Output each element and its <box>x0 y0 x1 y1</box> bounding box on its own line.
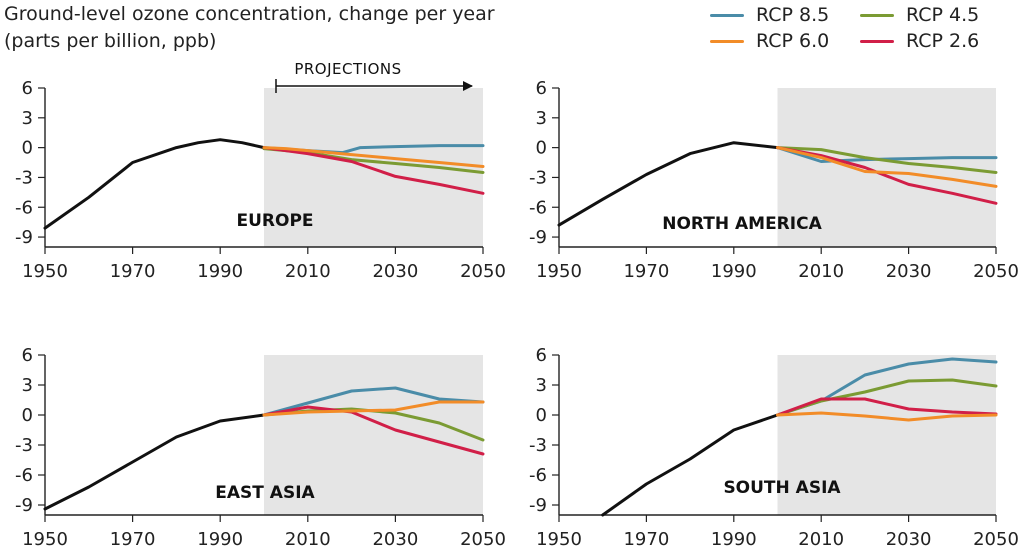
y-tick-label: 6 <box>22 78 33 99</box>
legend-item-rcp60: RCP 6.0 <box>710 29 829 53</box>
x-tick-label: 1950 <box>22 261 68 282</box>
x-tick-label: 1970 <box>623 529 669 550</box>
x-tick-label: 1950 <box>22 529 68 550</box>
x-tick-label: 2010 <box>285 529 331 550</box>
historical-line <box>43 138 266 230</box>
panel-south-asia: 6 3 0 -3 -6 -9 1950 1970 1990 2010 2030 2050 SOUTH A… <box>529 345 1019 550</box>
series-line-rcp60 <box>262 400 485 417</box>
x-tick-label: 2030 <box>886 529 932 550</box>
legend-label-rcp26: RCP 2.6 <box>906 30 980 52</box>
y-tick-label: -6 <box>529 465 547 486</box>
series-line-rcp60 <box>262 146 485 168</box>
legend-label-rcp60: RCP 6.0 <box>756 30 830 52</box>
series-line-rcp60 <box>776 411 998 422</box>
historical-line <box>557 141 779 227</box>
x-tick-label: 1970 <box>110 529 156 550</box>
legend-item-rcp45: RCP 4.5 <box>860 3 979 27</box>
legend-swatch-rcp45 <box>860 13 894 17</box>
panel-east-asia: 6 3 0 -3 -6 -9 1950 1970 1990 2010 2030 2050 EAST AS… <box>15 345 506 550</box>
x-tick-label: 2050 <box>973 261 1019 282</box>
x-tick-label: 2010 <box>798 529 844 550</box>
x-tick-label: 2050 <box>460 529 506 550</box>
series-line-rcp26 <box>776 146 998 205</box>
y-tick-label: -6 <box>15 465 33 486</box>
region-label: EUROPE <box>236 211 313 231</box>
y-tick-label: 6 <box>536 345 547 366</box>
y-tick-label: -6 <box>529 197 547 218</box>
projection-shading <box>264 355 483 515</box>
series-line-rcp45 <box>776 378 998 417</box>
x-tick-label: 1950 <box>536 261 582 282</box>
x-tick-label: 2010 <box>798 261 844 282</box>
x-tick-label: 1990 <box>711 261 757 282</box>
series-line-rcp85 <box>776 146 998 163</box>
series-line-rcp45 <box>776 146 998 174</box>
x-tick-label: 1990 <box>197 261 243 282</box>
x-tick-label: 1970 <box>623 261 669 282</box>
series-line-rcp60 <box>776 146 998 188</box>
y-tick-label: 0 <box>536 138 547 159</box>
y-tick-label: 3 <box>22 375 33 396</box>
x-tick-label: 1990 <box>711 529 757 550</box>
y-tick-label: -9 <box>15 227 33 248</box>
y-tick-label: -3 <box>529 167 547 188</box>
y-tick-label: -3 <box>529 435 547 456</box>
series-line-rcp85 <box>262 386 485 417</box>
y-tick-label: 3 <box>536 375 547 396</box>
y-tick-label: 6 <box>536 78 547 99</box>
legend-label-rcp85: RCP 8.5 <box>756 4 830 26</box>
x-tick-label: 2030 <box>372 261 418 282</box>
y-tick-label: -3 <box>15 167 33 188</box>
chart-title-line-2: (parts per billion, ppb) <box>4 30 217 52</box>
legend-item-rcp26: RCP 2.6 <box>860 29 979 53</box>
y-tick-label: 0 <box>22 138 33 159</box>
y-tick-label: 6 <box>22 345 33 366</box>
legend-label-rcp45: RCP 4.5 <box>906 4 980 26</box>
x-tick-label: 1990 <box>197 529 243 550</box>
region-label: EAST ASIA <box>215 483 315 503</box>
region-label: NORTH AMERICA <box>662 214 822 234</box>
x-tick-label: 2010 <box>285 261 331 282</box>
x-tick-label: 2050 <box>460 261 506 282</box>
y-tick-label: -9 <box>529 227 547 248</box>
series-line-rcp26 <box>262 405 485 456</box>
y-tick-label: 0 <box>536 405 547 426</box>
y-tick-label: -9 <box>529 495 547 516</box>
y-tick-label: 3 <box>22 108 33 129</box>
x-tick-label: 1950 <box>536 529 582 550</box>
historical-line <box>43 413 266 511</box>
x-tick-label: 2030 <box>886 261 932 282</box>
legend-item-rcp85: RCP 8.5 <box>710 3 829 27</box>
y-tick-label: 3 <box>536 108 547 129</box>
historical-line <box>601 413 779 517</box>
legend: RCP 8.5 RCP 4.5 RCP 6.0 RCP 2.6 <box>710 3 1010 55</box>
legend-swatch-rcp60 <box>710 39 744 43</box>
y-tick-label: -6 <box>15 197 33 218</box>
chart-title-line-1: Ground-level ozone concentration, change… <box>4 3 495 25</box>
y-tick-label: -9 <box>15 495 33 516</box>
legend-swatch-rcp85 <box>710 13 744 17</box>
chart-title: Ground-level ozone concentration, change… <box>4 1 495 55</box>
y-tick-label: 0 <box>22 405 33 426</box>
x-tick-label: 2050 <box>973 529 1019 550</box>
panel-north-america: 6 3 0 -3 -6 -9 1950 1970 1990 2010 2030 2050 NORTH A… <box>529 78 1019 282</box>
series-line-rcp26 <box>776 397 998 417</box>
legend-swatch-rcp26 <box>860 39 894 43</box>
x-tick-label: 2030 <box>372 529 418 550</box>
y-tick-label: -3 <box>15 435 33 456</box>
projections-label: PROJECTIONS <box>294 60 401 78</box>
region-label: SOUTH ASIA <box>723 478 841 498</box>
series-line-rcp26 <box>262 146 485 195</box>
panel-europe: 6 3 0 -3 -6 -9 1950 1970 1990 2010 2030 2050 EUROPE P… <box>15 60 506 282</box>
x-tick-label: 1970 <box>110 261 156 282</box>
